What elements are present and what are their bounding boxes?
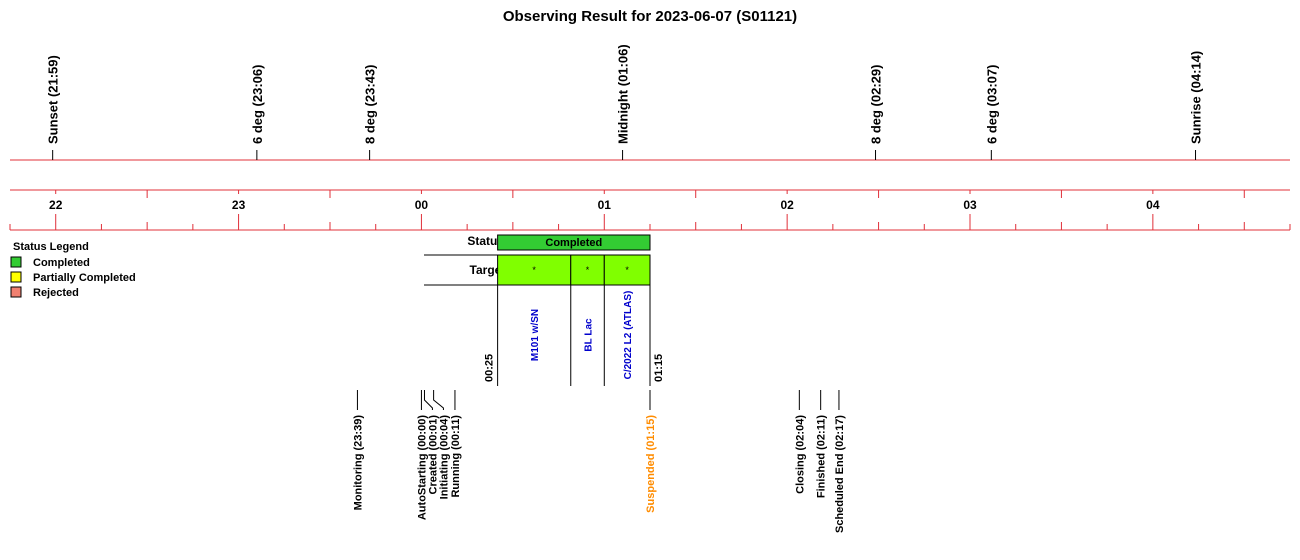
sun-event-label: 8 deg (23:43) bbox=[363, 65, 378, 144]
event-label: Initiating (00:04) bbox=[438, 415, 450, 500]
hour-label: 23 bbox=[232, 198, 246, 212]
event-label: Monitoring (23:39) bbox=[352, 415, 364, 511]
target-marker: * bbox=[586, 265, 590, 275]
sun-event-label: Sunrise (04:14) bbox=[1189, 51, 1204, 144]
legend-swatch bbox=[10, 286, 22, 298]
hour-label: 03 bbox=[963, 198, 977, 212]
target-marker: * bbox=[532, 265, 536, 275]
event-label: Scheduled End (02:17) bbox=[834, 415, 846, 533]
hour-label: 02 bbox=[780, 198, 794, 212]
status-row-label: Status bbox=[467, 234, 504, 248]
status-bar-label: Completed bbox=[545, 237, 602, 249]
event-markers: Monitoring (23:39) AutoStarting (00:00) Cr… bbox=[352, 390, 846, 533]
event-label: Suspended (01:15) bbox=[645, 415, 657, 513]
target-name: C/2022 L2 (ATLAS) bbox=[623, 291, 634, 380]
status-legend: Status Legend Completed Partially Complet… bbox=[10, 241, 136, 299]
legend-label: Partially Completed bbox=[33, 272, 136, 284]
sun-event-label: 6 deg (23:06) bbox=[250, 65, 265, 144]
sun-event-label: 6 deg (03:07) bbox=[984, 65, 999, 144]
legend-label: Completed bbox=[33, 257, 90, 269]
event-label: Created (00:01) bbox=[427, 415, 439, 495]
hour-label: 22 bbox=[49, 198, 63, 212]
target-name: BL Lac bbox=[584, 318, 595, 352]
legend-swatch bbox=[10, 271, 22, 283]
sun-event-label: 8 deg (02:29) bbox=[869, 65, 884, 144]
event-label: AutoStarting (00:00) bbox=[416, 415, 428, 520]
target-block bbox=[603, 254, 651, 286]
status-target-rows: Status Targets Completed*M101 w/SN*BL La… bbox=[424, 234, 665, 386]
hour-label: 00 bbox=[415, 198, 429, 212]
block-end-time: 01:15 bbox=[653, 354, 665, 382]
legend-label: Rejected bbox=[33, 287, 79, 299]
event-marker-line bbox=[433, 390, 444, 410]
event-marker-line bbox=[423, 390, 433, 410]
legend-swatch bbox=[10, 256, 22, 268]
event-label: Closing (02:04) bbox=[794, 415, 806, 494]
status-bar bbox=[497, 234, 651, 251]
block-start-time: 00:25 bbox=[484, 354, 496, 382]
event-label: Finished (02:11) bbox=[816, 415, 828, 498]
time-axis: 22 23 00 01 02 03 04 bbox=[9, 189, 1291, 231]
hour-label: 04 bbox=[1146, 198, 1160, 212]
event-label: Running (00:11) bbox=[450, 415, 462, 498]
hour-label: 01 bbox=[598, 198, 612, 212]
chart-title: Observing Result for 2023-06-07 (S01121) bbox=[503, 8, 797, 25]
legend-title: Status Legend bbox=[13, 241, 89, 253]
sun-events-layer: Sunset (21:59) 6 deg (23:06) 8 deg (23:43)… bbox=[10, 44, 1290, 161]
sun-event-label: Sunset (21:59) bbox=[46, 55, 61, 144]
target-name: M101 w/SN bbox=[530, 309, 541, 361]
target-marker: * bbox=[625, 265, 629, 275]
sun-event-label: Midnight (01:06) bbox=[616, 44, 631, 144]
